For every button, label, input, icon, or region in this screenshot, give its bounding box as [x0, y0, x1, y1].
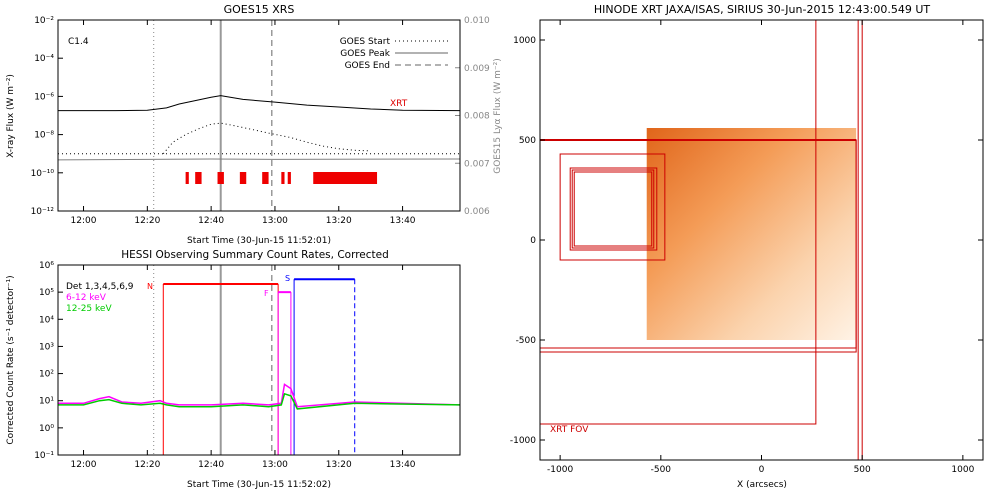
- goes-legend-start: GOES Start: [340, 37, 391, 47]
- goes-xrt-bar: [281, 172, 285, 184]
- xrt-xtick-label: -500: [651, 465, 672, 475]
- xrt-xtick-label: -1000: [547, 465, 573, 475]
- xrt-box: [540, 20, 859, 460]
- goes-y2tick-label: 0.010: [464, 16, 490, 26]
- goes-legend-peak: GOES Peak: [340, 49, 390, 59]
- hessi-ytick-label: 10¹: [39, 397, 54, 407]
- goes-y2tick-label: 0.007: [464, 159, 490, 169]
- hessi-xtick-label: 12:20: [134, 460, 160, 470]
- goes-ytick-label: 10⁻⁶: [34, 92, 54, 102]
- hessi-legend-det: Det 1,3,4,5,6,9: [66, 282, 134, 292]
- hessi-xtick-label: 12:40: [198, 460, 224, 470]
- hessi-xtick-label: 12:00: [71, 460, 97, 470]
- goes-xlabel: Start Time (30-Jun-15 11:52:01): [187, 236, 331, 246]
- hessi-flag-f: F: [264, 289, 269, 298]
- goes-panel: GOES15 XRS 12:00 12:20 12:40 13:00 13:20 13:4…: [6, 3, 503, 246]
- goes-data: [58, 20, 460, 211]
- hessi-frame: [57, 264, 461, 456]
- goes-ytick-label: 10⁻²: [34, 16, 54, 26]
- xrt-box: [540, 20, 863, 460]
- hessi-series-0: [58, 383, 460, 408]
- goes-xrt-bar: [262, 172, 269, 184]
- goes-xtick-label: 13:20: [326, 216, 352, 226]
- goes-series-3: [58, 158, 460, 161]
- xrt-box: [573, 171, 653, 247]
- hessi-flag-s: S: [285, 274, 290, 283]
- goes-title: GOES15 XRS: [224, 3, 295, 16]
- xrt-image: [646, 128, 857, 340]
- xrt-ytick-label: 0: [530, 236, 536, 246]
- goes-ytick-label: 10⁻⁴: [34, 54, 54, 64]
- goes-ytick-label: 10⁻⁸: [34, 131, 54, 141]
- goes-xrt-bar: [239, 172, 247, 184]
- hessi-legend-low: 6-12 keV: [66, 293, 107, 303]
- goes-xrt-bar: [195, 172, 202, 184]
- goes-legend: GOES Start GOES Peak GOES End: [340, 37, 448, 71]
- xrt-box: [540, 20, 817, 425]
- hessi-axes: 12:00 12:20 12:40 13:00 13:20 13:40 10⁻¹ 10⁰ 10¹…: [34, 261, 416, 470]
- goes-xrt-bar: [287, 172, 291, 184]
- goes-xrt-label: XRT: [390, 99, 408, 109]
- hessi-ytick-label: 10⁰: [39, 424, 54, 434]
- hessi-ytick-label: 10⁻¹: [34, 451, 54, 461]
- hessi-legend: Det 1,3,4,5,6,9 6-12 keV 12-25 keV: [66, 282, 134, 314]
- goes-series-1: [162, 122, 371, 155]
- xrt-xtick-label: 500: [854, 465, 871, 475]
- xrt-box: [571, 169, 655, 249]
- xrt-fov-label: XRT FOV: [550, 425, 589, 435]
- goes-xtick-label: 13:40: [390, 216, 416, 226]
- goes-ylabel: X-ray Flux (W m⁻²): [6, 74, 16, 158]
- xrt-ytick-label: -500: [516, 336, 537, 346]
- xrt-xtick-label: 0: [759, 465, 765, 475]
- goes-y2tick-label: 0.008: [464, 112, 490, 122]
- xrt-panel: HINODE XRT JAXA/ISAS, SIRIUS 30-Jun-2015…: [510, 3, 984, 490]
- hessi-xlabel: Start Time (30-Jun-15 11:52:02): [187, 480, 331, 490]
- hessi-title: HESSI Observing Summary Count Rates, Cor…: [121, 249, 389, 261]
- goes-y2tick-label: 0.009: [464, 64, 490, 74]
- goes-xrt-bar: [313, 172, 378, 184]
- xrt-ytick-label: -1000: [510, 436, 536, 446]
- hessi-xtick-label: 13:40: [390, 460, 416, 470]
- xrt-xlabel: X (arcsecs): [737, 480, 787, 490]
- goes-frame: [57, 19, 461, 212]
- xrt-box: [569, 167, 658, 251]
- hessi-series-1: [58, 392, 460, 410]
- hessi-ytick-label: 10⁶: [39, 261, 54, 271]
- hessi-ytick-label: 10⁵: [39, 288, 54, 298]
- xrt-boxes: [540, 20, 863, 460]
- hessi-ytick-label: 10²: [39, 370, 54, 380]
- hessi-flag-n: N: [147, 282, 153, 291]
- xrt-ytick-label: 1000: [513, 36, 536, 46]
- goes-ytick-label: 10⁻¹²: [31, 207, 55, 217]
- goes-xtick-label: 12:20: [134, 216, 160, 226]
- goes-flare-class: C1.4: [68, 37, 89, 47]
- goes-y2label: GOES15 Lyα Flux (W m⁻²): [493, 58, 503, 174]
- hessi-data: [58, 265, 460, 455]
- hessi-legend-high: 12-25 keV: [66, 304, 112, 314]
- xrt-box: [559, 153, 666, 261]
- xrt-xtick-label: 1000: [951, 465, 974, 475]
- hessi-xtick-label: 13:20: [326, 460, 352, 470]
- xrt-frame: [539, 19, 984, 461]
- goes-xtick-label: 12:40: [198, 216, 224, 226]
- xrt-ytick-label: 500: [519, 136, 536, 146]
- goes-xtick-label: 13:00: [262, 216, 288, 226]
- xrt-image-layer: [646, 128, 857, 340]
- goes-legend-end: GOES End: [345, 61, 390, 71]
- hessi-panel: HESSI Observing Summary Count Rates, Cor…: [6, 249, 461, 490]
- goes-y2tick-label: 0.006: [464, 207, 490, 217]
- hessi-xtick-label: 13:00: [262, 460, 288, 470]
- hessi-ytick-label: 10⁴: [39, 315, 54, 325]
- hessi-ylabel: Corrected Count Rate (s⁻¹ detector⁻¹): [6, 275, 16, 444]
- goes-xrt-bar: [185, 172, 189, 184]
- goes-xrt-bar: [217, 172, 224, 184]
- goes-axes: 12:00 12:20 12:40 13:00 13:20 13:40 10⁻¹² 10⁻¹⁰…: [31, 16, 490, 226]
- goes-series-0: [58, 95, 460, 112]
- goes-ytick-label: 10⁻¹⁰: [31, 169, 55, 179]
- xrt-title: HINODE XRT JAXA/ISAS, SIRIUS 30-Jun-2015…: [594, 3, 931, 16]
- hessi-ytick-label: 10³: [39, 342, 54, 352]
- goes-xtick-label: 12:00: [71, 216, 97, 226]
- xrt-axes: -1000 -500 0 500 1000 -1000 -500 0 500 1000: [510, 20, 983, 475]
